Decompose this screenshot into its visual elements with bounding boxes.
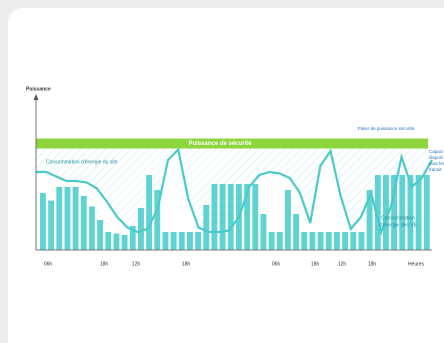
capacity-note: disponi bbox=[429, 155, 443, 160]
bar bbox=[56, 187, 63, 250]
bar bbox=[195, 232, 202, 250]
plot: Puissance de sécurité Palier de puissance… bbox=[26, 86, 444, 267]
x-tick-label: 18h bbox=[182, 261, 191, 267]
site-line bbox=[36, 147, 433, 236]
capacity-note: Capaci bbox=[429, 149, 443, 154]
bar bbox=[268, 232, 275, 250]
bar bbox=[72, 187, 79, 250]
bar bbox=[80, 196, 87, 250]
ve-label: Consommation bbox=[381, 215, 415, 221]
bar bbox=[366, 190, 373, 250]
bar bbox=[309, 232, 316, 250]
bar bbox=[358, 232, 365, 250]
x-tick-label: 18h bbox=[311, 261, 320, 267]
bar bbox=[219, 184, 226, 250]
bar bbox=[399, 175, 406, 250]
bar bbox=[162, 232, 169, 250]
bar bbox=[138, 208, 144, 250]
bar bbox=[301, 232, 308, 250]
bar bbox=[113, 233, 120, 250]
bar bbox=[48, 200, 55, 250]
y-arrow bbox=[33, 94, 39, 100]
x-tick-label: 06h bbox=[272, 261, 281, 267]
bar bbox=[97, 220, 104, 250]
x-tick-label: 12h bbox=[338, 261, 347, 267]
bar bbox=[276, 232, 283, 250]
bar bbox=[260, 214, 267, 250]
x-tick-label: 18h bbox=[368, 261, 377, 267]
bar bbox=[64, 187, 71, 250]
bar bbox=[187, 232, 193, 250]
x-axis-label: Heures bbox=[408, 261, 425, 267]
ve-label: d'énergie des VE bbox=[379, 222, 418, 228]
bar bbox=[285, 190, 291, 250]
hatch-area bbox=[36, 143, 432, 232]
bar bbox=[374, 175, 381, 250]
x-tick-label: 18h bbox=[100, 261, 109, 267]
bar bbox=[252, 184, 259, 250]
bar bbox=[154, 190, 161, 250]
bar bbox=[423, 175, 430, 250]
threshold-label: Puissance de sécurité bbox=[188, 141, 252, 147]
capacity-note: transit bbox=[429, 167, 442, 172]
bar bbox=[89, 206, 95, 250]
bar bbox=[211, 184, 218, 250]
bar bbox=[227, 184, 234, 250]
x-tick-label: 12h bbox=[132, 261, 141, 267]
y-axis-label: Puissance bbox=[26, 86, 51, 92]
bar bbox=[146, 175, 153, 250]
bar bbox=[407, 175, 414, 250]
bar bbox=[121, 235, 128, 250]
bar bbox=[293, 214, 300, 250]
bar bbox=[170, 232, 177, 250]
bar bbox=[415, 175, 422, 250]
bar bbox=[350, 232, 357, 250]
bar bbox=[342, 232, 349, 250]
bar bbox=[325, 232, 332, 250]
bar bbox=[129, 226, 136, 250]
bar bbox=[178, 232, 185, 250]
bar bbox=[391, 175, 398, 250]
bar bbox=[334, 232, 340, 250]
site-label: Consommation d'énergie du site bbox=[46, 159, 118, 165]
bar bbox=[203, 205, 210, 250]
x-tick-label: 06h bbox=[44, 261, 53, 267]
threshold-bar bbox=[36, 138, 428, 149]
bar bbox=[40, 193, 46, 250]
capacity-note: pour les bbox=[429, 161, 444, 166]
bar bbox=[105, 232, 112, 250]
bar bbox=[383, 175, 389, 250]
bar bbox=[317, 232, 324, 250]
threshold-note: Palier de puissance sécurité bbox=[358, 126, 415, 131]
bar bbox=[244, 184, 251, 250]
